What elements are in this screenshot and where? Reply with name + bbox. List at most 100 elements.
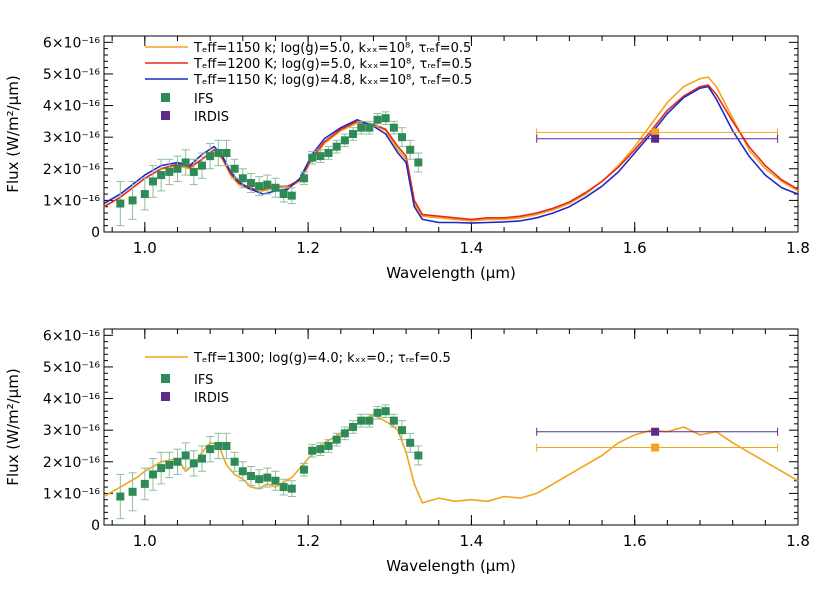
legend-label-line1: Tₑff=1300; log(g)=4.0; kₓₓ=0.; τᵣₑf=0.5 [193, 351, 451, 366]
ifs-point [414, 451, 423, 460]
ifs-point [373, 408, 382, 417]
y-tick-label: 3×10⁻¹⁶ [43, 423, 100, 439]
model-line [103, 413, 799, 504]
legend-swatch-ifs [161, 374, 170, 383]
legend-label-line1: Tₑff=1150 k; log(g)=5.0, kₓₓ=10⁸, τᵣₑf=0… [193, 41, 471, 56]
ifs-point [263, 473, 272, 482]
y-tick-label: 6×10⁻¹⁶ [43, 35, 100, 51]
ifs-point [128, 487, 137, 496]
ifs-point [381, 407, 390, 416]
y-tick-label: 1×10⁻¹⁶ [43, 486, 100, 502]
ifs-point [165, 460, 174, 469]
x-tick-label: 1.2 [296, 239, 320, 257]
panel-top: 0 1×10⁻¹⁶ 2×10⁻¹⁶ 3×10⁻¹⁶ 4×10⁻¹⁶ 5×10⁻¹⁶ 6×10… [4, 35, 810, 282]
x-axis-label: Wavelength (μm) [386, 264, 516, 282]
ifs-point [271, 476, 280, 485]
x-tick-label: 1.0 [133, 532, 157, 550]
ifs-point [230, 457, 239, 466]
ifs-point [189, 459, 198, 468]
ifs-point [340, 429, 349, 438]
ifs-point [316, 445, 325, 454]
ifs-point [414, 158, 423, 167]
y-tick-label: 5×10⁻¹⁶ [43, 67, 100, 83]
ifs-point [357, 416, 366, 425]
ifs-point [287, 191, 296, 200]
ifs-point [148, 177, 157, 186]
model-series [103, 413, 799, 504]
ifs-point [340, 136, 349, 145]
ifs-point [238, 467, 247, 476]
ifs-point [116, 199, 125, 208]
irdis-point [651, 128, 660, 137]
x-tick-label: 1.4 [459, 532, 483, 550]
ifs-point [398, 426, 407, 435]
ifs-point [279, 483, 288, 492]
ifs-point [279, 190, 288, 199]
legend-label-ifs: IFS [194, 92, 213, 107]
ifs-point [263, 180, 272, 189]
y-tick-label: 2×10⁻¹⁶ [43, 455, 100, 471]
legend: Tₑff=1150 k; log(g)=5.0, kₓₓ=10⁸, τᵣₑf=0… [145, 41, 472, 125]
y-axis-label: Flux (W/m²/μm) [4, 368, 22, 485]
ifs-point [287, 484, 296, 493]
y-tick-label: 5×10⁻¹⁶ [43, 360, 100, 376]
legend-swatch-ifs [161, 93, 170, 102]
y-tick-label: 1×10⁻¹⁶ [43, 193, 100, 209]
ifs-point [406, 438, 415, 447]
ifs-point [316, 152, 325, 161]
y-tick-label: 4×10⁻¹⁶ [43, 392, 100, 408]
ifs-point [148, 470, 157, 479]
legend-swatch-irdis [161, 392, 170, 401]
ifs-point [189, 167, 198, 176]
legend-label-ifs: IFS [194, 373, 213, 388]
ifs-point [238, 174, 247, 183]
x-tick-label: 1.8 [786, 532, 810, 550]
ifs-point [349, 423, 358, 431]
ifs-point [373, 115, 382, 124]
ifs-point [140, 479, 149, 488]
ifs-point [389, 416, 398, 425]
ifs-point [116, 492, 125, 501]
ifs-point [349, 130, 358, 138]
legend-label-line2: Tₑff=1200 K; log(g)=5.0, kₓₓ=10⁸, τᵣₑf=0… [193, 57, 472, 72]
ifs-point [157, 171, 166, 180]
y-tick-label: 2×10⁻¹⁶ [43, 162, 100, 178]
ifs-point [181, 451, 190, 460]
ifs-point [214, 441, 223, 450]
ifs-point [308, 153, 317, 162]
ifs-point [165, 167, 174, 176]
ifs-point [398, 133, 407, 142]
ifs-point [214, 148, 223, 157]
ifs-point [332, 435, 341, 444]
x-tick-label: 1.4 [459, 239, 483, 257]
irdis-points [536, 128, 779, 143]
ifs-point [197, 454, 206, 463]
ifs-point [181, 158, 190, 167]
legend-label-line3: Tₑff=1150 K; log(g)=4.8, kₓₓ=10⁸, τᵣₑf=0… [193, 73, 472, 88]
x-tick-label: 1.0 [133, 239, 157, 257]
ifs-point [300, 465, 309, 474]
irdis-point [651, 134, 660, 143]
ifs-point [308, 446, 317, 455]
plot-frame [103, 328, 799, 526]
legend-swatch-irdis [161, 111, 170, 120]
ifs-point [157, 464, 166, 473]
x-tick-label: 1.6 [623, 532, 647, 550]
ifs-point [206, 445, 215, 454]
plot-frame [103, 35, 799, 233]
ifs-point [271, 183, 280, 192]
ifs-point [128, 196, 137, 205]
irdis-point [651, 443, 660, 452]
x-axis-label: Wavelength (μm) [386, 557, 516, 575]
irdis-point [651, 427, 660, 436]
ifs-point [140, 190, 149, 199]
y-axis: 0 1×10⁻¹⁶ 2×10⁻¹⁶ 3×10⁻¹⁶ 4×10⁻¹⁶ 5×10⁻¹⁶ 6×10… [43, 328, 798, 534]
ifs-point [365, 416, 374, 425]
ifs-point [206, 152, 215, 161]
ifs-point [406, 145, 415, 154]
y-tick-label: 0 [91, 225, 100, 241]
ifs-point [230, 164, 239, 173]
x-tick-label: 1.2 [296, 532, 320, 550]
ifs-point [381, 114, 390, 123]
